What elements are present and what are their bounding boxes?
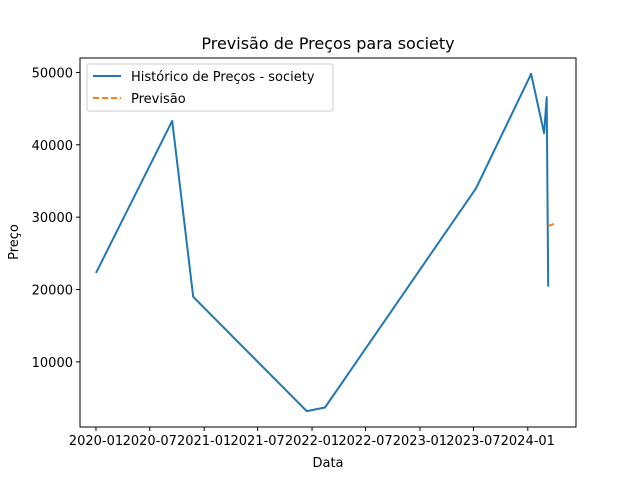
x-tick-label: 2023-01	[393, 434, 447, 449]
chart-title: Previsão de Preços para society	[201, 34, 454, 53]
y-tick-label: 40000	[32, 139, 73, 154]
x-axis-label: Data	[312, 456, 343, 471]
legend-label-historico: Histórico de Preços - society	[131, 70, 315, 85]
x-tick-label: 2020-07	[123, 434, 177, 449]
x-tick-label: 2021-07	[230, 434, 284, 449]
y-tick-label: 30000	[32, 211, 73, 226]
x-tick-label: 2023-07	[446, 434, 500, 449]
y-tick-label: 10000	[32, 356, 73, 371]
x-tick-label: 2022-01	[285, 434, 339, 449]
series-line-historico	[95, 72, 550, 413]
series-line-previsao	[547, 222, 556, 227]
legend-box	[86, 63, 334, 112]
legend: Histórico de Preços - society Previsão	[86, 63, 334, 112]
legend-label-previsao: Previsão	[131, 92, 186, 107]
y-tick-label: 50000	[32, 66, 73, 81]
y-tick-label: 20000	[32, 284, 73, 299]
y-axis-label: Preço	[7, 224, 22, 260]
x-tick-label: 2024-01	[501, 434, 555, 449]
x-tick-label: 2020-01	[69, 434, 123, 449]
x-tick-label: 2021-01	[177, 434, 231, 449]
plot-frame	[79, 57, 577, 428]
x-tick-label: 2022-07	[338, 434, 392, 449]
